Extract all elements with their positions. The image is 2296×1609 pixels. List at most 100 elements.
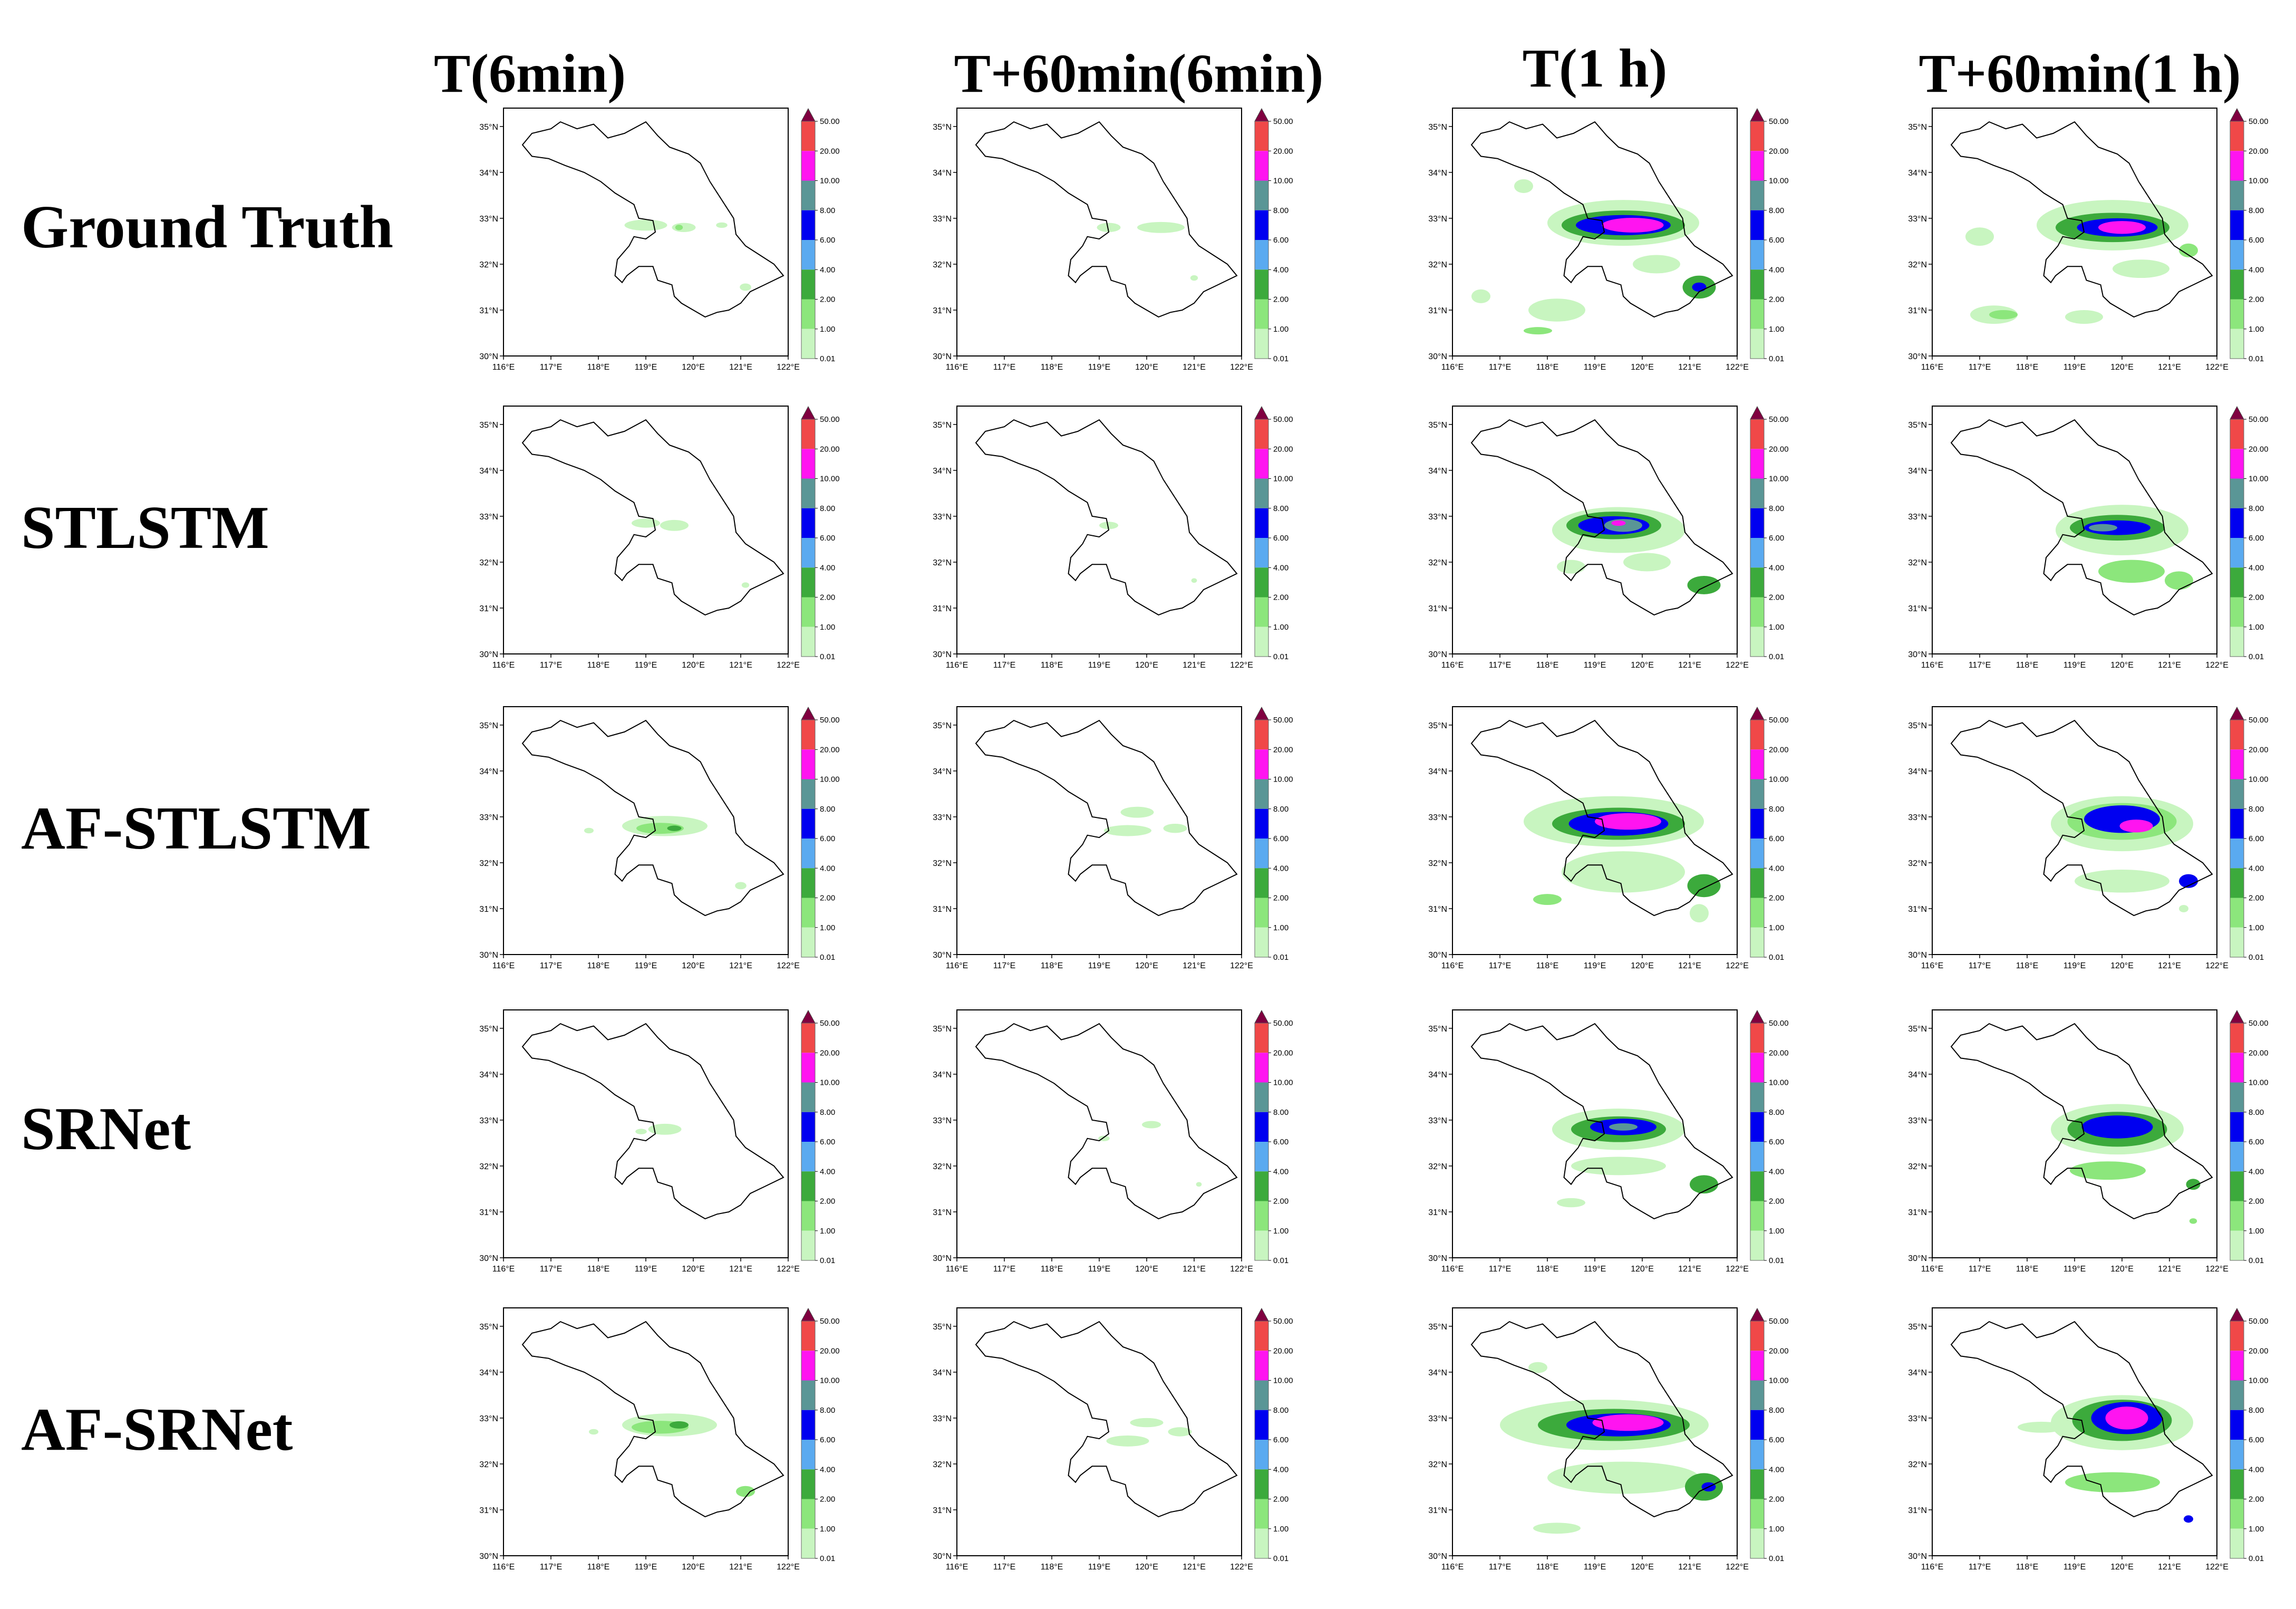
colorbar-level-label: 8.00 (820, 805, 835, 814)
colorbar-segment (1750, 927, 1764, 957)
lon-tick-label: 119°E (1088, 363, 1111, 372)
colorbar-level-label: 2.00 (1273, 894, 1289, 903)
precip-blob (2113, 259, 2169, 278)
lon-tick-label: 116°E (946, 661, 968, 670)
precip-blob (1533, 894, 1562, 905)
colorbar: 50.00 20.00 10.00 8.00 6.00 4.00 2.00 1.00 0.01 (2230, 706, 2269, 962)
colorbar-extend-arrow (2230, 108, 2244, 122)
colorbar-level-label: 50.00 (820, 415, 840, 424)
colorbar-level-label: 2.00 (1273, 1197, 1289, 1206)
colorbar-level-label: 1.00 (1273, 325, 1289, 334)
lat-tick-label: 35°N (933, 721, 952, 730)
precip-blob (1687, 874, 1721, 898)
precipitation-field (1104, 806, 1187, 836)
precipitation-field (635, 1123, 682, 1135)
province-boundary (975, 719, 1238, 917)
colorbar-level-label: 0.01 (1273, 354, 1289, 363)
lat-tick-label: 34°N (479, 1369, 498, 1377)
lon-tick-label: 117°E (1969, 961, 1991, 970)
precip-blob (1692, 282, 1707, 292)
colorbar-segment (801, 898, 815, 928)
lat-tick-label: 31°N (1908, 306, 1927, 315)
colorbar: 50.00 20.00 10.00 8.00 6.00 4.00 2.00 1.00 0.01 (1254, 1009, 1293, 1265)
colorbar-level-label: 10.00 (1769, 1078, 1789, 1087)
province-boundary (975, 1023, 1238, 1220)
colorbar-segment (1750, 720, 1764, 750)
lon-tick-label: 116°E (1921, 1265, 1944, 1274)
precip-blob (2018, 1421, 2065, 1433)
lon-tick-label: 121°E (1678, 1265, 1701, 1274)
province-boundary (1470, 419, 1733, 616)
lon-tick-label: 118°E (2016, 961, 2039, 970)
colorbar-segment (1255, 299, 1268, 329)
colorbar-level-label: 6.00 (1273, 534, 1289, 543)
precip-blob (1609, 1123, 1638, 1131)
lon-tick-label: 121°E (1678, 1563, 1701, 1572)
colorbar-segment (801, 868, 815, 898)
colorbar-level-label: 0.01 (2249, 953, 2264, 962)
colorbar-level-label: 50.00 (1769, 1317, 1789, 1326)
colorbar-segment (1255, 898, 1268, 928)
lat-tick-label: 30°N (1908, 650, 1927, 659)
lon-tick-label: 121°E (2158, 661, 2181, 670)
lat-tick-label: 31°N (933, 905, 952, 914)
colorbar-segment (1255, 419, 1268, 449)
colorbar-segment (1750, 180, 1764, 210)
precip-blob (1690, 904, 1709, 923)
lat-tick-label: 33°N (933, 1116, 952, 1125)
colorbar-segment (1255, 508, 1268, 538)
colorbar-level-label: 0.01 (1273, 1256, 1289, 1265)
lon-tick-label: 122°E (2205, 363, 2229, 372)
lon-tick-label: 121°E (2158, 961, 2181, 970)
lat-tick-label: 30°N (479, 650, 498, 659)
colorbar-level-label: 10.00 (1273, 1376, 1293, 1385)
map-panel: 116°E 117°E 118°E 119°E 120°E 121°E 122°E 35°N 3… (1428, 406, 1789, 670)
lon-tick-label: 122°E (1726, 363, 1749, 372)
colorbar-level-label: 0.01 (1769, 953, 1784, 962)
map-frame (956, 706, 1242, 955)
colorbar-level-label: 2.00 (820, 1495, 835, 1504)
lon-tick-label: 118°E (587, 363, 610, 372)
lon-tick-label: 122°E (777, 1563, 800, 1572)
lon-tick-label: 120°E (2110, 661, 2134, 670)
precip-blob (2070, 1161, 2146, 1180)
colorbar-level-label: 1.00 (2249, 1227, 2264, 1236)
colorbar-extend-arrow (801, 1009, 816, 1024)
lon-tick-label: 116°E (492, 661, 515, 670)
colorbar: 50.00 20.00 10.00 8.00 6.00 4.00 2.00 1.00 0.01 (2230, 108, 2269, 363)
lon-tick-label: 117°E (1969, 661, 1991, 670)
precip-blob (741, 582, 750, 588)
colorbar-level-label: 8.00 (1769, 504, 1784, 513)
colorbar-segment (1750, 1440, 1764, 1470)
colorbar-level-label: 50.00 (2249, 716, 2269, 725)
colorbar-level-label: 8.00 (1273, 805, 1289, 814)
lat-tick-label: 30°N (1908, 1552, 1927, 1561)
colorbar-level-label: 6.00 (820, 236, 835, 245)
lon-tick-label: 119°E (2064, 1563, 2086, 1572)
colorbar-level-label: 8.00 (820, 504, 835, 513)
precip-blob (1106, 1435, 1149, 1447)
lon-tick-label: 121°E (1678, 961, 1701, 970)
colorbar-level-label: 0.01 (1769, 652, 1784, 661)
lon-tick-label: 122°E (1726, 661, 1749, 670)
colorbar-segment (1750, 151, 1764, 181)
colorbar-level-label: 20.00 (1273, 147, 1293, 156)
colorbar-level-label: 10.00 (1273, 1078, 1293, 1087)
lon-tick-label: 118°E (1041, 363, 1063, 372)
colorbar-level-label: 4.00 (820, 1167, 835, 1176)
colorbar-level-label: 2.00 (2249, 295, 2264, 304)
lon-tick-label: 120°E (1135, 1563, 1158, 1572)
colorbar-segment (2230, 627, 2244, 657)
colorbar-segment (1750, 1351, 1764, 1381)
map-panel: 116°E 117°E 118°E 119°E 120°E 121°E 122°E 35°N 3… (1428, 706, 1789, 970)
lat-tick-label: 34°N (1908, 467, 1927, 476)
province-boundary (1470, 1023, 1733, 1220)
precip-blob (2075, 869, 2169, 893)
colorbar-segment (1750, 627, 1764, 657)
colorbar-level-label: 2.00 (1769, 894, 1784, 903)
precip-blob (1528, 298, 1585, 322)
lon-tick-label: 117°E (540, 661, 563, 670)
province-boundary (1950, 719, 2213, 917)
precip-blob (675, 225, 683, 230)
precip-blob (1191, 578, 1197, 583)
